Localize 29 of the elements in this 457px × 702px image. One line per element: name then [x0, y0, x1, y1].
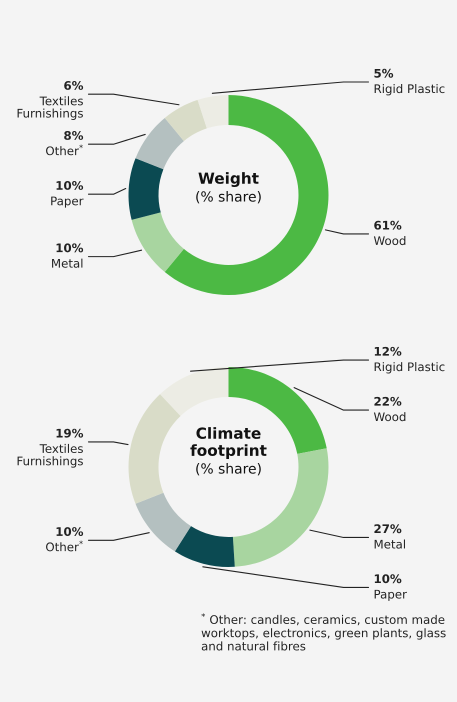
text: Weight: [198, 172, 259, 187]
data-label: 5%: [374, 68, 394, 78]
data-label: 8%: [64, 131, 84, 140]
data-label: 12%: [374, 346, 402, 356]
slice-label: Other$^{*}$: [46, 540, 83, 552]
slice-label: Other$^{*}$: [46, 144, 83, 156]
data-label: 10%: [56, 527, 84, 536]
data-label: 10%: [374, 574, 402, 584]
slice-label: Metal: [374, 539, 405, 549]
data-label: 22%: [374, 396, 402, 406]
slice-label: Rigid Plastic: [374, 362, 444, 374]
slice-label: Textiles Furnishings: [18, 96, 83, 120]
slice-label: Paper: [374, 590, 407, 601]
slice-label: Wood: [374, 236, 406, 246]
slice-label: Textiles Furnishings: [18, 444, 83, 468]
data-label: 19%: [56, 428, 84, 438]
text: $^{*}$ Other: candles, ceramics, custom made worktops, electronics, green plants, glass and natural fibres: [201, 613, 446, 651]
data-label: 10%: [56, 243, 84, 252]
text: Climate footprint: [190, 427, 267, 459]
slice-label: Paper: [51, 196, 84, 208]
slice-label: Wood: [374, 412, 406, 422]
text: (% share): [196, 191, 261, 204]
data-label: 27%: [374, 524, 402, 534]
data-label: 10%: [56, 181, 84, 190]
slice-label: Metal: [52, 258, 82, 268]
data-label: 61%: [374, 220, 402, 230]
data-label: 6%: [64, 81, 84, 90]
slice-label: Rigid Plastic: [374, 84, 444, 96]
text: (% share): [196, 463, 261, 476]
